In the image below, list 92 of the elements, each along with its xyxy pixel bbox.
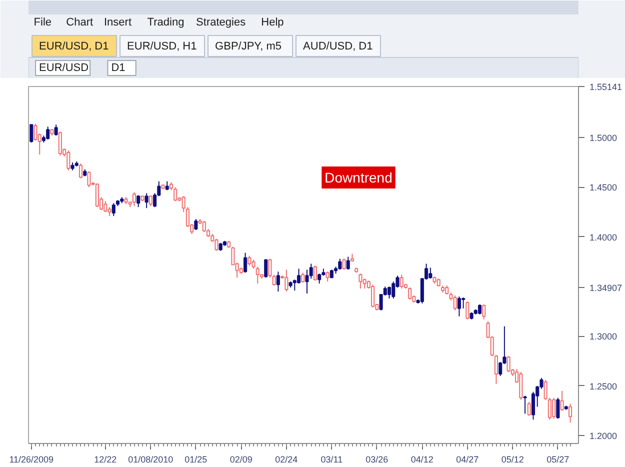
annotation: Downtrend bbox=[324, 170, 392, 186]
candlestick bbox=[54, 124, 58, 136]
candlestick bbox=[326, 271, 330, 282]
text: File bbox=[34, 16, 52, 28]
candlestick bbox=[292, 279, 296, 292]
candlestick bbox=[552, 397, 556, 420]
candlestick bbox=[244, 252, 248, 274]
candlestick bbox=[194, 218, 198, 230]
y-tick-label: 1.55141 bbox=[590, 82, 622, 92]
candlestick bbox=[400, 274, 404, 290]
text: Help bbox=[261, 16, 284, 28]
candlestick bbox=[478, 304, 482, 315]
candlestick bbox=[523, 395, 527, 414]
y-tick-label: 1.2500 bbox=[590, 381, 618, 392]
candlestick bbox=[202, 220, 206, 232]
text: Trading bbox=[147, 16, 184, 28]
candlestick bbox=[466, 300, 470, 320]
y-tick-label: 1.34907 bbox=[590, 282, 622, 293]
candlestick bbox=[371, 284, 375, 308]
candlestick bbox=[112, 202, 116, 217]
candlestick bbox=[560, 390, 564, 412]
candlestick bbox=[301, 272, 305, 284]
candlestick bbox=[506, 356, 510, 372]
y-tick-label: 1.4500 bbox=[590, 182, 618, 193]
candlestick bbox=[272, 274, 276, 286]
candlestick bbox=[174, 186, 178, 202]
text: Chart bbox=[66, 16, 94, 28]
y-tick-label: 1.4000 bbox=[590, 232, 618, 242]
x-tick-label: 05/27 bbox=[546, 454, 570, 464]
x-tick-label: 04/27 bbox=[456, 454, 479, 464]
candlestick bbox=[66, 150, 70, 171]
text: D1 bbox=[111, 62, 126, 74]
y-tick-label: 1.5000 bbox=[590, 133, 618, 144]
y-tick-label: 1.2000 bbox=[590, 431, 618, 442]
candlestick bbox=[568, 403, 572, 424]
candlestick bbox=[462, 296, 466, 309]
x-tick-label: 02/09 bbox=[230, 454, 252, 464]
candlestick bbox=[527, 401, 531, 416]
chart-title: EUR/USD, D1 bbox=[39, 40, 109, 52]
candlestick bbox=[276, 271, 280, 292]
candlestick bbox=[95, 182, 99, 208]
candlestick bbox=[248, 255, 252, 266]
candlestick bbox=[58, 131, 62, 156]
x-tick-label: 02/24 bbox=[275, 454, 298, 464]
candlestick bbox=[132, 192, 136, 207]
candlestick bbox=[284, 269, 288, 292]
x-tick-label: 12/22 bbox=[94, 454, 117, 464]
x-tick-label: 01/08/2010 bbox=[128, 454, 174, 464]
text: GBP/JPY, m5 bbox=[215, 40, 282, 52]
x-tick-label: 05/12 bbox=[501, 454, 524, 464]
y-tick-label: 1.3000 bbox=[590, 332, 618, 342]
candlestick bbox=[342, 258, 346, 270]
candlestick bbox=[313, 265, 317, 282]
text: EUR/USD bbox=[39, 62, 89, 74]
candlestick bbox=[104, 200, 108, 213]
text: Strategies bbox=[196, 16, 246, 28]
candlestick bbox=[144, 192, 148, 209]
candlestick bbox=[87, 170, 91, 188]
candlestick bbox=[148, 196, 152, 207]
text: EUR/USD, H1 bbox=[127, 40, 197, 52]
candlestick bbox=[358, 273, 362, 290]
candlestick bbox=[457, 296, 461, 317]
text: Insert bbox=[104, 16, 132, 28]
candlestick bbox=[362, 278, 366, 290]
x-tick-label: 03/26 bbox=[366, 454, 388, 464]
candlestick bbox=[214, 238, 218, 252]
x-tick-label: 03/11 bbox=[320, 454, 343, 464]
x-tick-label: 04/12 bbox=[410, 454, 434, 464]
candlestick bbox=[387, 286, 392, 299]
candlestick bbox=[30, 124, 34, 144]
candlestick bbox=[408, 287, 412, 300]
candlestick bbox=[296, 268, 301, 284]
candlestick bbox=[482, 304, 486, 320]
x-tick-label: 01/25 bbox=[184, 454, 208, 464]
candlestick bbox=[494, 354, 498, 384]
candlestick bbox=[136, 194, 140, 208]
candlestick bbox=[428, 267, 432, 280]
candlestick bbox=[256, 266, 260, 284]
candlestick bbox=[338, 258, 342, 270]
candlestick bbox=[78, 162, 83, 179]
x-tick-label: 11/26/2009 bbox=[9, 454, 54, 464]
candlestick bbox=[556, 397, 560, 420]
candlestick bbox=[264, 259, 268, 278]
text: AUD/USD, D1 bbox=[303, 40, 373, 52]
candlestick bbox=[346, 256, 350, 270]
candlestick bbox=[268, 258, 272, 278]
candlestick bbox=[392, 281, 396, 299]
candlestick bbox=[453, 295, 457, 311]
candlestick bbox=[519, 371, 523, 400]
candlestick bbox=[309, 263, 313, 280]
candlestick bbox=[46, 126, 50, 140]
candlestick bbox=[318, 273, 322, 284]
